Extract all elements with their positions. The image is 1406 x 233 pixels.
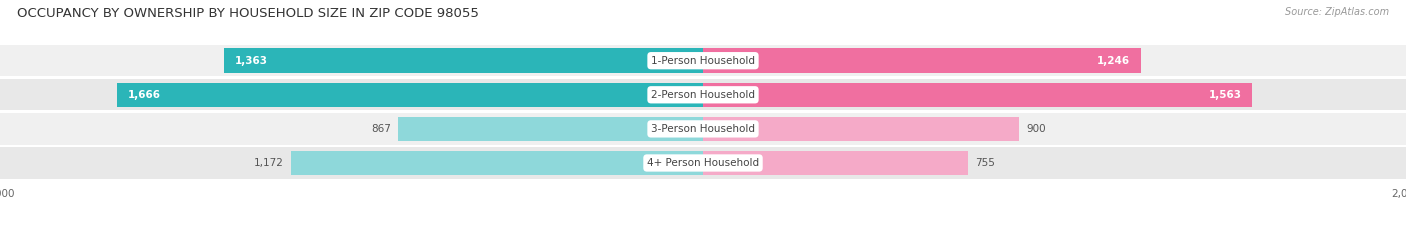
Bar	[703, 82, 1253, 107]
Bar	[703, 48, 1142, 73]
Text: 1-Person Household: 1-Person Household	[651, 56, 755, 66]
Bar	[117, 82, 703, 107]
Text: 1,563: 1,563	[1209, 90, 1241, 100]
Text: Source: ZipAtlas.com: Source: ZipAtlas.com	[1285, 7, 1389, 17]
Text: 1,246: 1,246	[1097, 56, 1130, 66]
Text: 1,666: 1,666	[128, 90, 160, 100]
Text: 3-Person Household: 3-Person Household	[651, 124, 755, 134]
Text: 1,172: 1,172	[254, 158, 284, 168]
Bar	[0, 79, 1406, 110]
Bar	[0, 147, 1406, 179]
Text: 4+ Person Household: 4+ Person Household	[647, 158, 759, 168]
Text: 755: 755	[976, 158, 995, 168]
Text: OCCUPANCY BY OWNERSHIP BY HOUSEHOLD SIZE IN ZIP CODE 98055: OCCUPANCY BY OWNERSHIP BY HOUSEHOLD SIZE…	[17, 7, 479, 20]
Bar	[398, 116, 703, 141]
Bar	[703, 151, 969, 175]
Text: 1,363: 1,363	[235, 56, 267, 66]
Bar	[224, 48, 703, 73]
Bar	[703, 116, 1019, 141]
Bar	[0, 113, 1406, 144]
Text: 867: 867	[371, 124, 391, 134]
Bar	[291, 151, 703, 175]
Bar	[0, 45, 1406, 76]
Text: 900: 900	[1026, 124, 1046, 134]
Text: 2-Person Household: 2-Person Household	[651, 90, 755, 100]
Legend: Owner-occupied, Renter-occupied: Owner-occupied, Renter-occupied	[583, 230, 823, 233]
